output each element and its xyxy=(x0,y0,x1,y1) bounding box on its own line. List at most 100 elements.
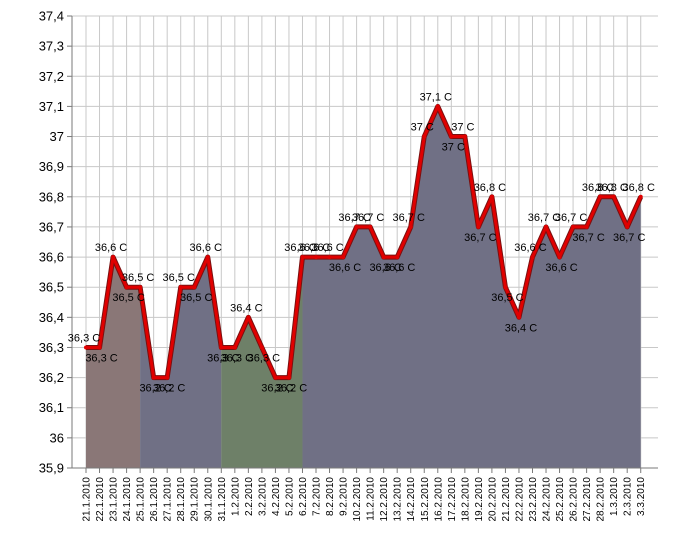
x-tick-label: 10.2.2010 xyxy=(352,477,363,522)
data-label: 36,6 C xyxy=(284,242,316,254)
data-label: 37 C xyxy=(442,142,465,154)
x-tick-label: 28.2.2010 xyxy=(596,477,607,522)
data-label: 36,5 C xyxy=(112,292,144,304)
data-point xyxy=(544,224,549,229)
x-tick-label: 2.2.2010 xyxy=(244,477,255,516)
data-point xyxy=(381,255,386,260)
x-tick-label: 11.2.2010 xyxy=(366,477,377,521)
x-tick-label: 19.2.2010 xyxy=(474,477,485,522)
data-label: 36,2 C xyxy=(139,383,171,395)
data-label: 36,6 C xyxy=(383,262,415,274)
data-label: 36,2 C xyxy=(275,383,307,395)
data-label: 36,2 C xyxy=(261,383,293,395)
x-tick-label: 24.2.2010 xyxy=(542,477,553,522)
data-point xyxy=(449,134,454,139)
data-point xyxy=(408,224,413,229)
data-label: 36,3 C xyxy=(221,352,253,364)
data-label: 36,3 C xyxy=(85,352,117,364)
data-point xyxy=(557,255,562,260)
data-label: 36,7 C xyxy=(555,212,587,224)
data-point xyxy=(462,134,467,139)
data-point xyxy=(314,255,319,260)
data-label: 36,4 C xyxy=(505,322,537,334)
x-tick-label: 4.2.2010 xyxy=(271,477,282,516)
x-tick-label: 20.2.2010 xyxy=(487,477,498,522)
data-point xyxy=(530,255,535,260)
data-label: 36,5 C xyxy=(491,292,523,304)
data-label: 37 C xyxy=(451,122,474,134)
y-tick-label: 37,3 xyxy=(39,39,64,54)
data-point xyxy=(124,285,129,290)
x-tick-label: 22.1.2010 xyxy=(95,477,106,522)
series-line-path xyxy=(86,104,643,380)
data-point xyxy=(625,224,630,229)
data-label: 37,1 C xyxy=(420,91,452,103)
x-tick-label: 26.1.2010 xyxy=(149,477,160,522)
data-label: 36,7 C xyxy=(393,212,425,224)
data-label: 36,6 C xyxy=(329,262,361,274)
data-label: 36,6 C xyxy=(311,242,343,254)
data-point xyxy=(97,345,102,350)
data-label: 36,6 C xyxy=(369,262,401,274)
x-tick-label: 31.1.2010 xyxy=(217,477,228,522)
x-tick-label: 23.1.2010 xyxy=(109,477,120,522)
x-tick-label: 3.2.2010 xyxy=(257,477,268,516)
y-tick-label: 37,4 xyxy=(39,9,64,24)
data-label: 36,7 C xyxy=(528,212,560,224)
data-point xyxy=(571,224,576,229)
y-tick-label: 37 xyxy=(50,129,64,144)
data-label: 36,7 C xyxy=(613,232,645,244)
x-tick-label: 18.2.2010 xyxy=(460,477,471,522)
data-point xyxy=(246,315,251,320)
data-label: 36,5 C xyxy=(162,272,194,284)
data-label: 36,2 C xyxy=(153,383,185,395)
data-point xyxy=(638,194,643,199)
data-label: 36,8 C xyxy=(582,182,614,194)
area-fills xyxy=(86,106,641,469)
data-point xyxy=(422,134,427,139)
data-label: 36,8 C xyxy=(595,182,627,194)
y-tick-label: 36 xyxy=(50,430,64,445)
data-point xyxy=(178,285,183,290)
x-tick-label: 5.2.2010 xyxy=(284,477,295,516)
y-tick-label: 37,2 xyxy=(39,69,64,84)
x-tick-label: 28.1.2010 xyxy=(176,477,187,522)
data-label: 36,6 C xyxy=(514,242,546,254)
y-tick-label: 36,3 xyxy=(39,340,64,355)
data-point xyxy=(489,194,494,199)
x-tick-label: 16.2.2010 xyxy=(433,477,444,522)
x-tick-label: 25.2.2010 xyxy=(555,477,566,522)
data-point xyxy=(354,224,359,229)
data-point xyxy=(395,255,400,260)
x-tick-label: 8.2.2010 xyxy=(325,477,336,516)
data-label: 36,5 C xyxy=(122,272,154,284)
y-tick-labels: 35,9 36 36,1 36,2 36,3 36,4 36,5 36,6 36,7 36,8 36… xyxy=(39,9,64,476)
data-point xyxy=(84,345,88,350)
area-segment xyxy=(302,106,641,469)
y-tick-label: 36,5 xyxy=(39,280,64,295)
x-tick-label: 17.2.2010 xyxy=(447,477,458,522)
area-segment xyxy=(221,257,303,468)
y-tick-label: 37,1 xyxy=(39,99,64,114)
x-tick-label: 1.2.2010 xyxy=(230,477,241,516)
data-point xyxy=(205,255,210,260)
x-tick-label: 21.2.2010 xyxy=(501,477,512,522)
data-point xyxy=(286,375,291,380)
data-label: 36,8 C xyxy=(623,182,655,194)
y-tick-label: 36,4 xyxy=(39,310,64,325)
x-tick-labels: 21.1.2010 22.1.2010 23.1.2010 24.1.2010 25.1… xyxy=(82,477,648,522)
x-tick-label: 23.2.2010 xyxy=(528,477,539,522)
data-point xyxy=(584,224,589,229)
y-tick-label: 36,6 xyxy=(39,250,64,265)
data-label: 36,8 C xyxy=(474,182,506,194)
x-tick-label: 27.1.2010 xyxy=(163,477,174,522)
x-tick-label: 26.2.2010 xyxy=(569,477,580,522)
area-segment xyxy=(140,257,222,468)
data-label: 36,7 C xyxy=(338,212,370,224)
y-tick-label: 36,2 xyxy=(39,370,64,385)
x-tick-label: 2.3.2010 xyxy=(623,477,634,516)
data-point xyxy=(138,285,143,290)
data-point xyxy=(300,255,305,260)
area-segment xyxy=(86,257,141,468)
data-point xyxy=(273,375,278,380)
